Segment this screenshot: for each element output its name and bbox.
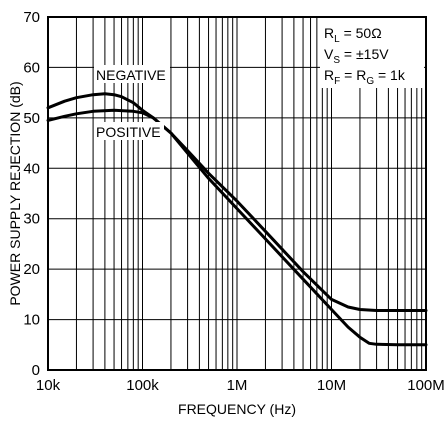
y-tick-label: 40 xyxy=(23,160,40,177)
series-label-negative: NEGATIVE xyxy=(96,67,166,83)
x-tick-label: 1M xyxy=(227,377,248,394)
x-tick-label: 100k xyxy=(126,377,159,394)
condition-line: RL = 50Ω xyxy=(324,25,382,45)
y-tick-label: 50 xyxy=(23,110,40,127)
conditions-bg xyxy=(320,18,424,88)
y-tick-label: 20 xyxy=(23,261,40,278)
series-label-positive: POSITIVE xyxy=(96,124,161,140)
y-tick-label: 30 xyxy=(23,211,40,228)
series-labels: NEGATIVE POSITIVE xyxy=(94,65,170,140)
x-tick-labels: 10k 100k 1M 10M 100M xyxy=(36,377,445,394)
series-label-bg xyxy=(94,122,164,140)
y-axis-label: POWER SUPPLY REJECTION (dB) xyxy=(7,81,23,305)
y-tick-label: 60 xyxy=(23,59,40,76)
series-line-positive xyxy=(46,108,428,347)
series-layer xyxy=(46,92,428,347)
plot-frame xyxy=(47,16,427,371)
x-tick-label: 10M xyxy=(317,377,346,394)
y-tick-label: 0 xyxy=(32,362,40,379)
y-tick-labels: 0 10 20 30 40 50 60 70 xyxy=(23,9,40,379)
x-tick-label: 100M xyxy=(407,377,445,394)
condition-line: VS = ±15V xyxy=(324,46,389,66)
x-tick-label: 10k xyxy=(36,377,61,394)
y-tick-label: 10 xyxy=(23,312,40,329)
condition-line: RF = RG = 1k xyxy=(324,67,406,87)
y-tick-label: 70 xyxy=(23,9,40,26)
x-axis-label: FREQUENCY (Hz) xyxy=(178,401,296,417)
series-label-bg xyxy=(94,65,170,83)
